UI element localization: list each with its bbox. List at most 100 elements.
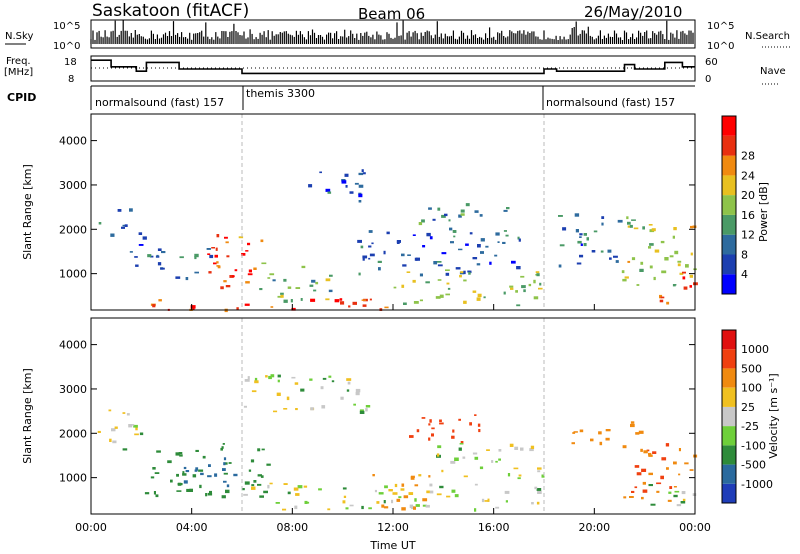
velocity-cell <box>112 440 117 444</box>
power-cell <box>639 268 644 272</box>
power-cell <box>673 284 677 286</box>
velocity-cell <box>183 480 188 484</box>
power-cell <box>448 219 451 222</box>
power-cell <box>340 301 345 305</box>
velocity-cell <box>347 381 351 385</box>
x-tick-label: 04:00 <box>176 521 208 534</box>
power-cell <box>480 238 485 242</box>
velocity-cell <box>463 475 468 478</box>
power-cell <box>211 247 215 249</box>
power-cell <box>452 230 457 233</box>
power-cell <box>465 243 469 246</box>
power-cell <box>510 287 514 290</box>
velocity-cell <box>398 496 402 499</box>
velocity-cell <box>439 485 444 489</box>
power-cell <box>467 270 470 273</box>
power-cell <box>122 224 126 227</box>
velocity-cell <box>134 433 139 436</box>
velocity-cell <box>388 489 393 492</box>
freq-label-2: [MHz] <box>4 67 33 78</box>
power-cell <box>226 255 230 258</box>
velocity-cell <box>676 504 682 507</box>
velocity-cell <box>355 392 360 396</box>
cpid-segment-3: normalsound (fast) 157 <box>546 96 675 109</box>
power-cell <box>435 296 441 299</box>
power-cell <box>194 255 197 260</box>
power-cell <box>124 224 128 227</box>
velocity-cell <box>692 493 697 496</box>
velocity-cell <box>207 475 212 478</box>
power-cell <box>533 279 536 284</box>
power-cell <box>216 261 219 264</box>
velocity-cell <box>277 374 281 378</box>
colorbar-tick-label: 500 <box>741 362 762 375</box>
power-cell <box>558 215 563 217</box>
power-cell <box>152 304 156 308</box>
power-cell <box>445 293 450 296</box>
velocity-cell <box>674 490 680 493</box>
velocity-cell <box>409 504 414 509</box>
colorbar-segment <box>722 464 736 484</box>
power-cell <box>627 260 631 263</box>
power-cell <box>378 267 381 271</box>
power-panel: 1000 2000 3000 4000 Slant Range [km] <box>21 113 698 313</box>
power-cell <box>259 288 263 291</box>
velocity-cell <box>376 501 380 504</box>
power-cell <box>344 173 349 177</box>
power-cell <box>207 253 211 255</box>
velocity-cell <box>355 388 361 393</box>
cpid-row: CPID normalsound (fast) 157 themis 3300 … <box>7 85 695 110</box>
power-cell <box>437 261 442 263</box>
power-cell <box>445 269 450 271</box>
power-cell <box>160 267 165 270</box>
power-cell <box>295 287 301 289</box>
power-cell <box>460 271 464 274</box>
velocity-cell <box>199 484 202 489</box>
velocity-cell <box>474 483 478 486</box>
velocity-cell <box>441 469 444 473</box>
velocity-cell <box>409 435 414 438</box>
velocity-cell <box>263 490 268 494</box>
power-cell <box>135 264 139 267</box>
velocity-cell <box>156 450 161 453</box>
velocity-cell <box>176 490 182 492</box>
power-cell <box>362 304 367 307</box>
velocity-cell <box>195 449 199 452</box>
velocity-cell <box>536 501 540 505</box>
power-cell <box>386 231 390 235</box>
velocity-cell <box>631 490 635 493</box>
velocity-cell <box>689 469 694 471</box>
power-cell <box>580 243 583 246</box>
power-ylabel: Slant Range [km] <box>21 164 34 260</box>
velocity-cell <box>273 410 278 413</box>
velocity-cell <box>630 421 635 424</box>
velocity-ylabel: Slant Range [km] <box>21 368 34 464</box>
velocity-cell <box>97 430 101 433</box>
power-cell <box>609 257 612 260</box>
velocity-cell <box>541 474 545 478</box>
velocity-cell <box>504 490 510 494</box>
velocity-cell <box>342 487 347 490</box>
velocity-cell <box>209 490 212 495</box>
power-cell <box>477 244 481 248</box>
velocity-cell <box>225 489 230 494</box>
velocity-cell <box>572 432 576 434</box>
power-cell <box>677 263 681 267</box>
velocity-cell <box>495 506 500 509</box>
velocity-cell <box>459 443 464 445</box>
power-cell <box>422 245 426 248</box>
velocity-cell <box>666 467 669 470</box>
velocity-cell <box>571 442 575 445</box>
cpid-segment-2: themis 3300 <box>246 87 315 100</box>
velocity-cell <box>243 493 248 496</box>
power-cell <box>418 222 423 226</box>
velocity-cell <box>327 508 331 511</box>
nave-tick-top: 60 <box>705 57 718 68</box>
power-cell <box>260 239 264 243</box>
power-cell <box>679 272 684 275</box>
velocity-cell <box>513 467 519 470</box>
power-cell <box>245 281 250 284</box>
x-tick-label: 12:00 <box>377 521 409 534</box>
power-cell <box>384 306 389 309</box>
